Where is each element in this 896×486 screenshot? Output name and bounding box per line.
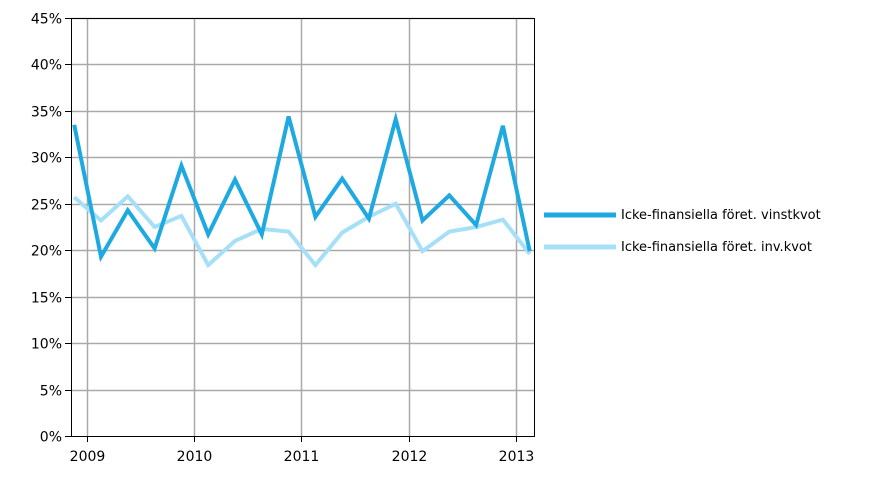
legend-label-vinstkvot: Icke-finansiella föret. vinstkvot: [621, 208, 821, 223]
y-tick-label: 10%: [31, 337, 62, 353]
plot-border: [71, 18, 535, 437]
x-tick-label: 2013: [499, 449, 535, 465]
y-tick-label: 30%: [31, 151, 62, 167]
y-tick-label: 35%: [31, 105, 62, 121]
y-tick-label: 0%: [40, 430, 62, 446]
y-tick-label: 5%: [40, 384, 62, 400]
series-line-1: [72, 193, 532, 269]
x-tick-label: 2009: [70, 449, 106, 465]
y-tick-label: 45%: [31, 12, 62, 28]
x-tick-label: 2012: [392, 449, 428, 465]
y-tick-label: 15%: [31, 291, 62, 307]
series-lines: [72, 111, 532, 269]
x-axis: 2009 2010 2011 2012 2013: [70, 436, 535, 465]
y-tick-label: 25%: [31, 198, 62, 214]
plot-frame: [71, 18, 535, 437]
y-axis: 0% 5% 10% 15% 20% 25% 30% 35% 40% 45%: [31, 12, 71, 446]
y-tick-label: 20%: [31, 244, 62, 260]
legend-label-invkvot: Icke-finansiella föret. inv.kvot: [621, 240, 812, 255]
x-tick-label: 2010: [177, 449, 213, 465]
legend: Icke-finansiella föret. vinstkvot Icke-f…: [544, 208, 821, 255]
x-tick-label: 2011: [284, 449, 320, 465]
y-tick-label: 40%: [31, 58, 62, 74]
series-line-0: [72, 111, 532, 263]
